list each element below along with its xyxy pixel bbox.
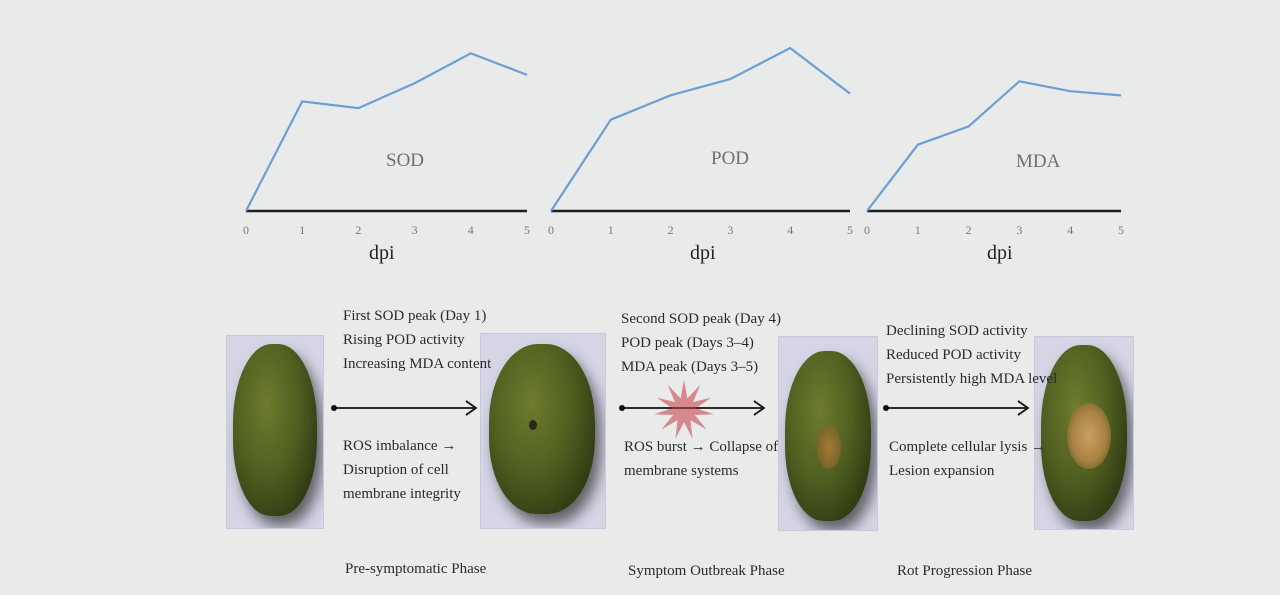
stage2-top-notes: Second SOD peak (Day 4) POD peak (Days 3… [621,307,781,379]
pod-x-axis-title: dpi [690,242,716,264]
note-line: First SOD peak (Day 1) [343,308,487,324]
note-line: Declining SOD activity [886,323,1028,339]
fruit-photo-day0 [226,335,324,529]
note-line: POD peak (Days 3–4) [621,335,754,351]
phase-label-outbreak: Symptom Outbreak Phase [628,563,785,579]
pod-tick-label: 0 [548,223,554,237]
mda-tick-label: 3 [1016,223,1023,237]
pod-trend-line [550,46,851,212]
sod-series-label: SOD [386,150,425,171]
stage1-top-notes: First SOD peak (Day 1) Rising POD activi… [343,304,491,376]
mda-tick-label: 4 [1067,223,1074,237]
stage-arrow-1 [331,400,478,416]
mda-x-axis-title: dpi [987,242,1013,264]
kiwifruit-image [489,344,595,514]
fruit-photo-stage2 [778,336,878,531]
note-line: ROS imbalance → [343,438,457,454]
mda-tick-label: 1 [914,223,921,237]
lesion-spot [529,420,537,430]
sod-tick-label: 0 [243,223,249,237]
pod-tick-label: 1 [607,223,614,237]
note-line: membrane systems [624,463,739,479]
stage2-bottom-notes: ROS burst → Collapse of membrane systems [624,435,778,483]
sod-trend-line [245,52,528,212]
note-line: ROS burst → Collapse of [624,439,779,455]
note-line: Persistently high MDA level [886,371,1058,387]
stage-arrow-3 [883,400,1030,416]
note-line: Reduced POD activity [886,347,1021,363]
note-line: Lesion expansion [889,463,995,479]
stage3-bottom-notes: Complete cellular lysis → Lesion expansi… [889,435,1046,483]
note-line: Rising POD activity [343,332,465,348]
phase-label-presymptomatic: Pre-symptomatic Phase [345,561,487,577]
sod-tick-label: 3 [411,223,418,237]
lesion-spot [817,425,841,469]
note-line: MDA peak (Days 3–5) [621,359,759,375]
note-line: Complete cellular lysis → [889,439,1047,455]
sod-x-axis-title: dpi [369,242,395,264]
fruit-photo-stage3 [1034,336,1134,530]
pod-tick-label: 5 [847,223,853,237]
sod-tick-label: 1 [299,223,306,237]
mda-trend-line [866,80,1122,212]
stage3-top-notes: Declining SOD activity Reduced POD activ… [886,319,1057,391]
phase-label-rot: Rot Progression Phase [897,563,1032,579]
mda-tick-label: 2 [965,223,972,237]
mda-tick-label: 5 [1118,223,1124,237]
kiwifruit-image [233,344,317,516]
note-line: Disruption of cell [343,462,449,478]
pod-tick-label: 2 [667,223,674,237]
sod-tick-label: 2 [355,223,362,237]
note-line: Second SOD peak (Day 4) [621,311,781,327]
stage1-bottom-notes: ROS imbalance → Disruption of cell membr… [343,434,461,506]
ros-burst-icon [654,380,714,439]
pod-tick-label: 3 [727,223,734,237]
fruit-photo-stage1 [480,333,606,529]
sod-tick-label: 5 [524,223,530,237]
pod-tick-label: 4 [787,223,794,237]
lesion-spot [1067,403,1111,469]
note-line: membrane integrity [343,486,461,502]
note-line: Increasing MDA content [343,356,492,372]
mda-series-label: MDA [1016,151,1061,172]
sod-tick-label: 4 [467,223,474,237]
mda-tick-label: 0 [864,223,870,237]
pod-series-label: POD [711,148,750,169]
